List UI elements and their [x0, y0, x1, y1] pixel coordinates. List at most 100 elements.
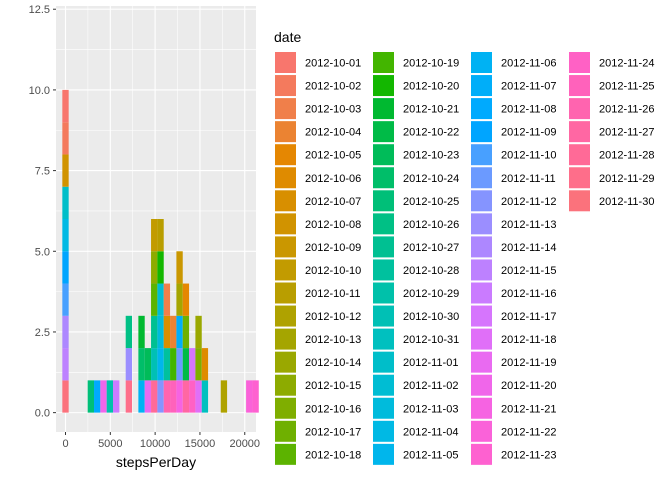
histogram-bar-2012-11-23 — [252, 380, 259, 413]
legend-swatch — [274, 258, 297, 282]
histogram-bar-2012-10-28 — [163, 348, 171, 381]
legend-entry: 2012-11-27 — [568, 120, 654, 144]
legend-entry: 2012-11-18 — [470, 327, 556, 351]
legend-label: 2012-11-09 — [501, 127, 556, 139]
histogram-bar-2012-10-20 — [157, 251, 164, 284]
legend-swatch — [568, 51, 591, 74]
legend-entry: 2012-11-10 — [470, 143, 556, 167]
legend-label: 2012-11-21 — [501, 403, 556, 415]
legend-swatch — [372, 189, 395, 213]
legend-swatch — [470, 97, 493, 121]
y-tick-label: 10.0 — [29, 85, 50, 97]
legend-label: 2012-11-19 — [501, 357, 556, 369]
histogram-bar-2012-10-25 — [87, 380, 95, 413]
legend-label: 2012-11-02 — [403, 380, 458, 392]
legend-label: 2012-11-30 — [599, 196, 654, 208]
legend-swatch — [470, 143, 493, 167]
x-tick-label: 20000 — [229, 438, 260, 450]
legend-entry: 2012-10-19 — [372, 51, 459, 74]
legend-label: 2012-10-02 — [305, 81, 361, 93]
legend-entry: 2012-11-21 — [470, 396, 556, 420]
legend-entry: 2012-11-02 — [372, 373, 458, 397]
legend-label: 2012-11-06 — [501, 58, 556, 70]
legend-label: 2012-10-06 — [305, 173, 361, 185]
legend-swatch — [372, 166, 395, 190]
y-axis: 0.0 2.5 5.0 7.5 10.0 12.5 — [29, 4, 56, 420]
histogram-bar-2012-10-08 — [62, 154, 69, 187]
legend-entry: 2012-11-19 — [470, 350, 556, 374]
histogram-bar-2012-11-26 — [163, 380, 171, 413]
legend-swatch — [470, 258, 493, 282]
legend-swatch — [470, 350, 493, 374]
legend-entry: 2012-11-09 — [470, 120, 556, 144]
legend-entry: 2012-10-09 — [274, 235, 361, 259]
legend-swatch — [470, 327, 493, 351]
legend-swatch — [372, 235, 395, 259]
legend-label: 2012-10-16 — [305, 403, 361, 415]
legend-entry: 2012-11-04 — [372, 419, 458, 443]
legend-entry: 2012-11-16 — [470, 281, 556, 305]
legend-entry: 2012-10-06 — [274, 166, 361, 190]
legend-entry: 2012-10-24 — [372, 166, 459, 190]
histogram-bar-2012-11-05 — [157, 348, 164, 381]
legend-entry: 2012-10-31 — [372, 327, 459, 351]
histogram-bar-2012-11-06 — [138, 380, 145, 413]
legend-swatch — [568, 120, 591, 144]
legend-swatch — [372, 419, 395, 443]
legend-swatch — [274, 189, 297, 213]
legend-label: 2012-10-21 — [403, 104, 459, 116]
histogram-bar-2012-11-16 — [113, 380, 120, 413]
legend-entry: 2012-10-04 — [274, 120, 361, 144]
legend-swatch — [568, 74, 591, 98]
legend-swatch — [274, 97, 297, 121]
histogram-bar-2012-11-29 — [125, 380, 133, 413]
legend-entry: 2012-11-23 — [470, 442, 556, 466]
legend-entry: 2012-10-08 — [274, 212, 361, 236]
legend-entry: 2012-11-06 — [470, 51, 556, 74]
legend-swatch — [372, 120, 395, 144]
legend-entry: 2012-11-25 — [568, 74, 654, 98]
legend-swatch — [372, 258, 395, 282]
histogram-bar-2012-11-08 — [94, 380, 101, 413]
histogram-bar-2012-10-31 — [201, 380, 209, 413]
legend-entry: 2012-11-29 — [568, 166, 654, 190]
legend-entry: 2012-11-07 — [470, 74, 556, 98]
histogram-bars — [62, 89, 259, 413]
legend-entry: 2012-10-15 — [274, 373, 361, 397]
legend-swatch — [568, 166, 591, 190]
x-tick-label: 15000 — [185, 438, 216, 450]
y-tick-label: 5.0 — [35, 246, 50, 258]
legend-label: 2012-10-05 — [305, 150, 361, 162]
histogram-bar-2012-10-02 — [62, 122, 69, 155]
histogram-bar-2012-10-19 — [170, 348, 177, 381]
y-tick-label: 2.5 — [35, 327, 50, 339]
histogram-bar-2012-11-18 — [195, 380, 202, 413]
histogram-bar-2012-11-17 — [189, 348, 196, 381]
y-tick-label: 12.5 — [29, 4, 50, 16]
legend-swatch — [274, 74, 297, 98]
legend-swatch — [470, 74, 493, 98]
legend-entry: 2012-11-14 — [470, 235, 556, 259]
legend-swatch — [274, 235, 297, 259]
histogram-bar-2012-10-12 — [220, 380, 228, 413]
legend-label: 2012-10-26 — [403, 219, 459, 231]
legend-swatch — [470, 419, 493, 443]
legend-label: 2012-10-15 — [305, 380, 361, 392]
legend-entry: 2012-10-29 — [372, 281, 459, 305]
legend-label: 2012-11-24 — [599, 58, 654, 70]
legend-entry: 2012-11-12 — [470, 189, 556, 213]
legend-label: 2012-10-23 — [403, 150, 459, 162]
histogram-bar-2012-10-22 — [182, 348, 190, 381]
legend-entry: 2012-11-30 — [568, 189, 654, 213]
legend-label: 2012-10-29 — [403, 288, 459, 300]
x-axis: 0 5000 10000 15000 20000 — [62, 432, 260, 450]
histogram-bar-2012-10-09 — [176, 251, 183, 284]
legend-entry: 2012-10-16 — [274, 396, 361, 420]
legend-label: 2012-11-26 — [599, 104, 654, 116]
histogram-bar-2012-10-11 — [157, 219, 164, 252]
legend-label: 2012-10-10 — [305, 265, 361, 277]
legend-entry: 2012-10-14 — [274, 350, 361, 374]
legend-label: 2012-10-20 — [403, 81, 459, 93]
legend-label: 2012-11-23 — [501, 449, 556, 461]
legend-swatch — [568, 143, 591, 167]
